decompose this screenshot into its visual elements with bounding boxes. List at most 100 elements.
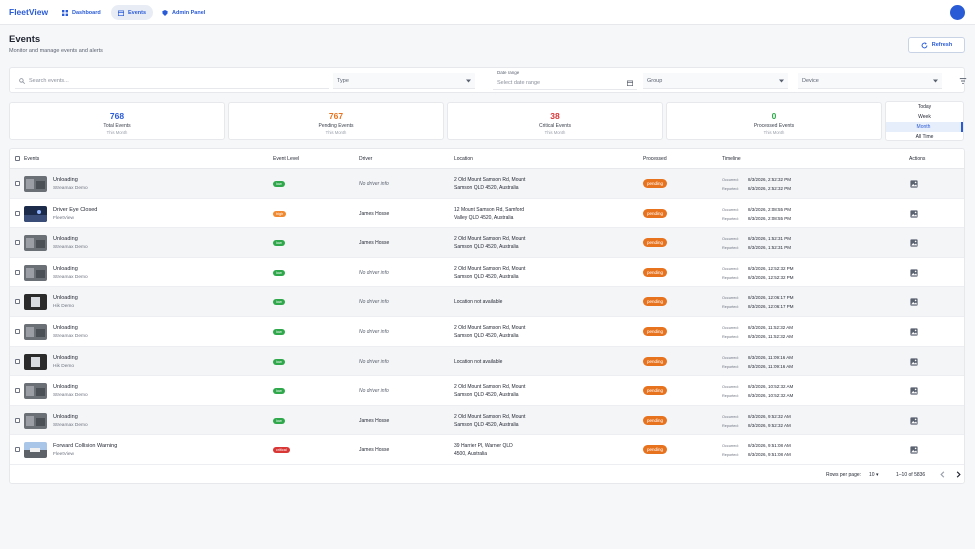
col-timeline[interactable]: Timeline (722, 156, 741, 162)
filter-icon[interactable] (959, 77, 967, 85)
col-processed[interactable]: Processed (643, 156, 667, 162)
table-row[interactable]: Unloading Streamax Demo low No driver info 2… (10, 258, 964, 288)
occurred-label: Occurred: (722, 326, 739, 330)
event-title: Unloading (53, 354, 78, 361)
row-checkbox[interactable] (15, 240, 20, 246)
type-select[interactable]: Type (333, 73, 475, 89)
next-page-icon[interactable] (954, 470, 963, 479)
search-placeholder: Search events... (29, 77, 69, 84)
table-row[interactable]: Unloading Streamax Demo low No driver info 2… (10, 376, 964, 406)
row-checkbox[interactable] (15, 417, 20, 423)
view-image-icon[interactable] (910, 417, 918, 425)
view-image-icon[interactable] (910, 357, 918, 366)
date-range-placeholder: Select date range (497, 79, 541, 86)
col-location[interactable]: Location (454, 156, 473, 162)
nav-events[interactable]: Events (111, 5, 154, 20)
table-row[interactable]: Unloading Streamax Demo low James Hosse 2 Ol… (10, 405, 964, 436)
rows-per-page-select[interactable]: 10 ▾ (869, 472, 879, 478)
event-thumbnail[interactable] (24, 235, 47, 252)
nav-dashboard[interactable]: Dashboard (55, 5, 108, 20)
occurred-time: 8/3/2026, 10:52:32 AM (748, 384, 794, 390)
event-level-badge: low (273, 240, 285, 247)
occurred-time: 8/3/2026, 12:06:17 PM (748, 295, 794, 301)
location-text: 2 Old Mount Samson Rd, Mount Samson QLD 4… (454, 413, 525, 429)
nav-admin-panel[interactable]: Admin Panel (155, 5, 212, 20)
row-checkbox[interactable] (15, 269, 20, 275)
event-thumbnail[interactable] (24, 412, 47, 429)
date-range-input[interactable]: Select date range (493, 76, 637, 90)
view-image-icon[interactable] (910, 298, 918, 306)
view-image-icon[interactable] (910, 209, 918, 218)
reported-label: Reported: (722, 305, 739, 310)
table-row[interactable]: Unloading Streamax Demo low No driver info 2… (10, 169, 964, 199)
reported-label: Reported: (722, 335, 739, 339)
brand-logo[interactable]: FleetView (9, 7, 49, 17)
view-image-icon[interactable] (910, 180, 918, 188)
event-source: Hik Demo (53, 304, 75, 310)
reported-label: Reported: (722, 394, 739, 399)
view-image-icon[interactable] (910, 387, 918, 395)
table-row[interactable]: Driver Eye Closed FleetView high James Hoss… (10, 199, 964, 229)
refresh-button[interactable]: Refresh (908, 37, 965, 53)
reported-time: 8/3/2026, 9:51:08 AM (748, 452, 791, 458)
col-driver[interactable]: Driver (359, 156, 373, 162)
occurred-time: 8/3/2026, 12:52:32 PM (748, 265, 794, 271)
location-line-1: 2 Old Mount Samson Rd, Mount (454, 413, 526, 420)
view-image-icon[interactable] (910, 328, 918, 336)
reported-time: 8/3/2026, 1:52:31 PM (748, 245, 792, 251)
col-event-level[interactable]: Event Level (273, 156, 300, 162)
location-text: 12 Mount Samson Rd, Samford Valley QLD 45… (454, 206, 524, 222)
location-line-2: 4500, Australia (454, 451, 488, 458)
row-checkbox[interactable] (15, 388, 20, 394)
select-all-checkbox[interactable] (15, 156, 20, 161)
view-image-icon[interactable] (910, 239, 918, 247)
processed-status-badge: pending (643, 179, 668, 188)
row-checkbox[interactable] (15, 299, 20, 305)
row-checkbox[interactable] (15, 447, 20, 453)
period-month[interactable]: Month (886, 122, 963, 132)
group-select-label: Group (647, 77, 663, 84)
period-selector: Today Week Month All Time (885, 101, 964, 141)
device-select[interactable]: Device (798, 73, 942, 89)
event-thumbnail[interactable] (24, 353, 47, 370)
col-events[interactable]: Events (24, 156, 40, 162)
location-line-2: Valley QLD 4520, Australia (454, 214, 514, 221)
occurred-time: 8/3/2026, 2:52:32 PM (748, 177, 792, 182)
table-row[interactable]: Unloading Hik Demo low No driver info Locati… (10, 346, 964, 377)
event-thumbnail[interactable] (24, 442, 47, 459)
stat-value: 768 (109, 111, 125, 121)
processed-status-badge: pending (643, 327, 668, 336)
row-checkbox[interactable] (15, 329, 20, 334)
row-checkbox[interactable] (15, 210, 20, 216)
period-today[interactable]: Today (917, 104, 932, 110)
group-select[interactable]: Group (643, 73, 788, 89)
row-checkbox[interactable] (15, 358, 20, 364)
period-all-time[interactable]: All Time (915, 134, 934, 140)
type-select-label: Type (337, 77, 349, 84)
shield-icon (162, 9, 168, 16)
event-thumbnail[interactable] (24, 176, 47, 192)
rows-per-page-value: 10 (869, 472, 875, 478)
page-title: Events (9, 34, 41, 45)
nav-events-label: Events (128, 9, 147, 16)
event-thumbnail[interactable] (24, 294, 47, 311)
prev-page-icon[interactable] (938, 470, 947, 479)
event-level-badge: low (273, 329, 285, 335)
row-checkbox[interactable] (15, 181, 20, 186)
period-week[interactable]: Week (918, 114, 931, 120)
event-level-badge: critical (273, 447, 290, 454)
table-row[interactable]: Unloading Streamax Demo low No driver info 2… (10, 317, 964, 347)
table-row[interactable]: Unloading Hik Demo low No driver info Locati… (10, 287, 964, 317)
event-thumbnail[interactable] (24, 324, 47, 340)
location-line-2: Samson QLD 4520, Australia (454, 185, 519, 191)
view-image-icon[interactable] (910, 269, 918, 277)
view-image-icon[interactable] (910, 446, 918, 454)
user-avatar[interactable] (950, 5, 965, 20)
search-input[interactable]: Search events... (15, 73, 329, 89)
event-thumbnail[interactable] (24, 264, 47, 281)
table-row[interactable]: Unloading Streamax Demo low James Hosse 2 Ol… (10, 228, 964, 258)
table-row[interactable]: Forward Collision Warning FleetView critic… (10, 435, 964, 465)
event-thumbnail[interactable] (24, 205, 47, 222)
event-thumbnail[interactable] (24, 383, 47, 400)
occurred-label: Occurred: (722, 444, 739, 449)
